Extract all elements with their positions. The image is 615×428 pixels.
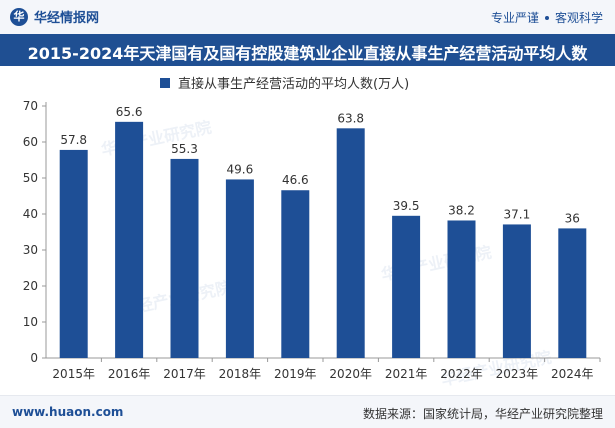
data-label: 57.8 bbox=[60, 133, 87, 147]
y-tick-label: 70 bbox=[23, 99, 38, 113]
data-label: 49.6 bbox=[227, 162, 254, 176]
separator-dot-icon bbox=[544, 15, 549, 20]
y-tick-label: 10 bbox=[23, 315, 38, 329]
bar bbox=[392, 215, 421, 358]
bar bbox=[502, 224, 531, 358]
bar bbox=[281, 190, 310, 358]
x-tick-label: 2015年 bbox=[52, 367, 95, 381]
x-tick-label: 2021年 bbox=[385, 367, 428, 381]
brand-name: 华经情报网 bbox=[34, 11, 100, 26]
top-bar: 华 华经情报网 专业严谨 客观科学 bbox=[0, 0, 615, 35]
bar bbox=[336, 128, 365, 358]
x-tick-label: 2022年 bbox=[440, 367, 483, 381]
y-tick-label: 0 bbox=[30, 351, 38, 365]
x-tick-label: 2023年 bbox=[496, 367, 539, 381]
y-tick-label: 40 bbox=[23, 207, 38, 221]
x-tick-label: 2017年 bbox=[163, 367, 206, 381]
brand-logo[interactable]: 华 华经情报网 bbox=[10, 7, 99, 26]
tagline-right: 客观科学 bbox=[554, 11, 603, 25]
tagline-left: 专业严谨 bbox=[490, 11, 539, 25]
bar bbox=[115, 121, 144, 358]
tagline: 专业严谨 客观科学 bbox=[491, 9, 603, 26]
y-tick-label: 30 bbox=[23, 243, 38, 257]
legend-label: 直接从事生产经营活动的平均人数(万人) bbox=[178, 77, 410, 92]
title-bar: 2015-2024年天津国有及国有控股建筑业企业直接从事生产经营活动平均人数 bbox=[0, 34, 615, 66]
x-tick-label: 2016年 bbox=[108, 367, 151, 381]
y-tick-label: 60 bbox=[23, 135, 38, 149]
brand-logo-icon: 华 bbox=[10, 7, 28, 26]
bar bbox=[170, 158, 199, 358]
y-tick-label: 20 bbox=[23, 279, 38, 293]
footer-source: 数据来源：国家统计局，华经产业研究院整理 bbox=[362, 407, 603, 421]
bar bbox=[447, 220, 476, 358]
footer-url[interactable]: www.huaon.com bbox=[12, 405, 124, 419]
data-label: 36 bbox=[565, 211, 580, 225]
data-label: 37.1 bbox=[504, 207, 531, 221]
bar bbox=[59, 149, 88, 358]
data-label: 55.3 bbox=[171, 142, 198, 156]
chart-title: 2015-2024年天津国有及国有控股建筑业企业直接从事生产经营活动平均人数 bbox=[27, 44, 588, 63]
bar-chart: 0 10 20 30 40 50 60 70 57.8 2015年 65.6 2016年 55.3 201… bbox=[23, 99, 601, 381]
x-tick-label: 2020年 bbox=[329, 367, 372, 381]
footer: www.huaon.com 数据来源：国家统计局，华经产业研究院整理 bbox=[0, 395, 615, 428]
legend-swatch bbox=[160, 77, 170, 88]
data-label: 39.5 bbox=[393, 199, 420, 213]
x-tick-label: 2024年 bbox=[551, 367, 594, 381]
data-label: 38.2 bbox=[448, 203, 475, 217]
chart-legend: 直接从事生产经营活动的平均人数(万人) bbox=[160, 73, 409, 92]
x-tick-label: 2019年 bbox=[274, 367, 317, 381]
bar bbox=[225, 179, 254, 358]
y-tick-label: 50 bbox=[23, 171, 38, 185]
data-label: 63.8 bbox=[337, 111, 364, 125]
x-tick-label: 2018年 bbox=[219, 367, 262, 381]
data-label: 46.6 bbox=[282, 173, 309, 187]
bar bbox=[558, 228, 587, 358]
data-label: 65.6 bbox=[116, 105, 143, 119]
